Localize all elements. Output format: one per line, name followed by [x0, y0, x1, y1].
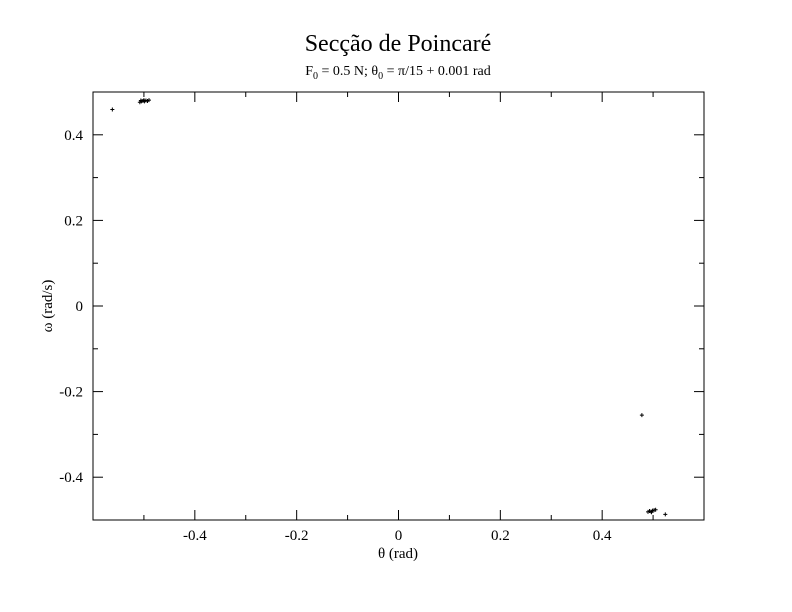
chart-title: Secção de Poincaré [305, 31, 492, 57]
plot-frame [92, 91, 705, 521]
y-tick-label: -0.4 [59, 470, 83, 486]
data-point [649, 510, 654, 515]
data-point [663, 512, 668, 517]
x-tick-label: -0.2 [285, 528, 309, 544]
x-tick-label: 0.4 [593, 528, 612, 544]
data-point [639, 413, 644, 418]
x-axis-label: θ (rad) [378, 546, 418, 562]
data-point [110, 107, 115, 112]
y-tick-label: 0.2 [64, 213, 83, 229]
data-point [147, 98, 152, 103]
x-tick-label: 0 [395, 528, 403, 544]
data-points [110, 98, 668, 517]
x-tick-label: -0.4 [183, 528, 207, 544]
data-point [138, 98, 143, 103]
y-tick-label: 0 [76, 299, 84, 315]
y-axis-label: ω (rad/s) [40, 280, 56, 333]
chart-subtitle: F0 = 0.5 N; θ0 = π/15 + 0.001 rad [305, 64, 491, 82]
y-tick-label: -0.2 [59, 385, 83, 401]
y-tick-label: 0.4 [64, 128, 83, 144]
y-tick-labels: -0.4 -0.2 0 0.2 0.4 [59, 128, 83, 486]
x-tick-labels: -0.4 -0.2 0 0.2 0.4 [183, 528, 612, 544]
x-tick-label: 0.2 [491, 528, 510, 544]
data-point [653, 507, 658, 512]
axis-ticks [93, 92, 704, 520]
